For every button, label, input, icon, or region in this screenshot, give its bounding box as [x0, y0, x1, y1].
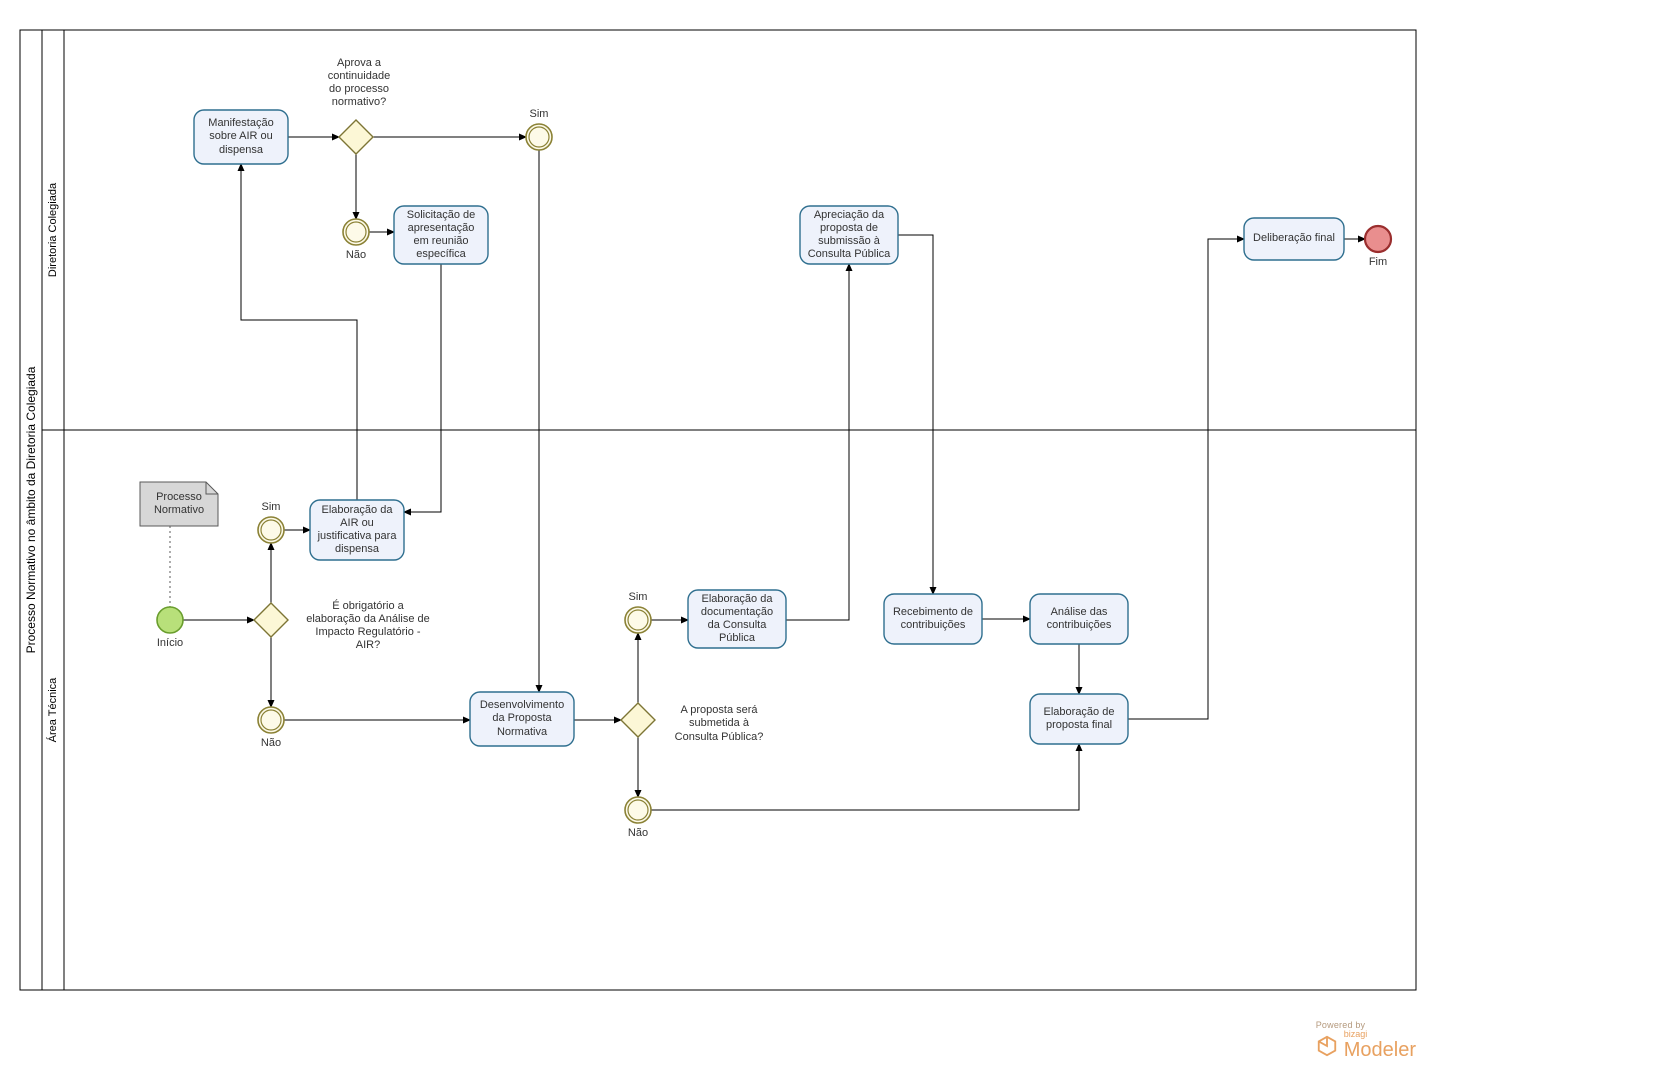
- diagram-stage: Processo Normativo no âmbito da Diretori…: [0, 0, 1676, 1080]
- ievent-ev_sim2: [625, 607, 651, 633]
- task-task_manifest: [194, 110, 288, 164]
- lane-title-lane-tecnica: Área Técnica: [46, 677, 59, 742]
- end-event: [1365, 226, 1391, 252]
- edge-task_elab_air-task_manifest: [241, 164, 357, 500]
- pool-title: Processo Normativo no âmbito da Diretori…: [24, 366, 38, 653]
- edge-task_aprec-task_receb: [898, 235, 933, 594]
- gateway-gw_air: [254, 603, 288, 637]
- gateway-gw_aprova: [339, 120, 373, 154]
- task-task_receb: [884, 594, 982, 644]
- ievent-ev_sim1: [258, 517, 284, 543]
- task-task_solicit: [394, 206, 488, 264]
- ievent-ev_nao2: [625, 797, 651, 823]
- task-task_elab_air: [310, 500, 404, 560]
- ievent-ev_nao1: [258, 707, 284, 733]
- task-task_aprec: [800, 206, 898, 264]
- ievent-ev_sim_top: [526, 124, 552, 150]
- ievent-ev_nao_top: [343, 219, 369, 245]
- edge-ev_nao2-task_prop_final: [651, 744, 1079, 810]
- edge-task_solicit-task_elab_air: [404, 264, 441, 512]
- gateway-gw_consulta: [621, 703, 655, 737]
- task-task_delib: [1244, 218, 1344, 260]
- edge-task_prop_final-task_delib: [1128, 239, 1244, 719]
- edge-task_doc_cp-task_aprec: [786, 264, 849, 620]
- start-event: [157, 607, 183, 633]
- lane-title-lane-diretoria: Diretoria Colegiada: [47, 182, 59, 277]
- task-task_analise: [1030, 594, 1128, 644]
- bpmn-svg: Processo Normativo no âmbito da Diretori…: [0, 0, 1676, 1080]
- nodes: [140, 110, 1391, 823]
- task-task_doc_cp: [688, 590, 786, 648]
- task-task_desenv: [470, 692, 574, 746]
- task-task_prop_final: [1030, 694, 1128, 744]
- pool: Processo Normativo no âmbito da Diretori…: [20, 30, 1416, 990]
